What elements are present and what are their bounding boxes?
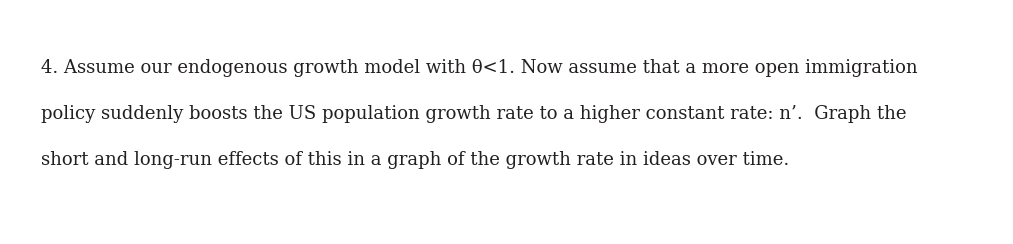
- Text: 4. Assume our endogenous growth model with θ<1. Now assume that a more open immi: 4. Assume our endogenous growth model wi…: [41, 59, 917, 77]
- Text: policy suddenly boosts the US population growth rate to a higher constant rate: : policy suddenly boosts the US population…: [41, 105, 906, 123]
- Text: short and long-run effects of this in a graph of the growth rate in ideas over t: short and long-run effects of this in a …: [41, 151, 789, 169]
